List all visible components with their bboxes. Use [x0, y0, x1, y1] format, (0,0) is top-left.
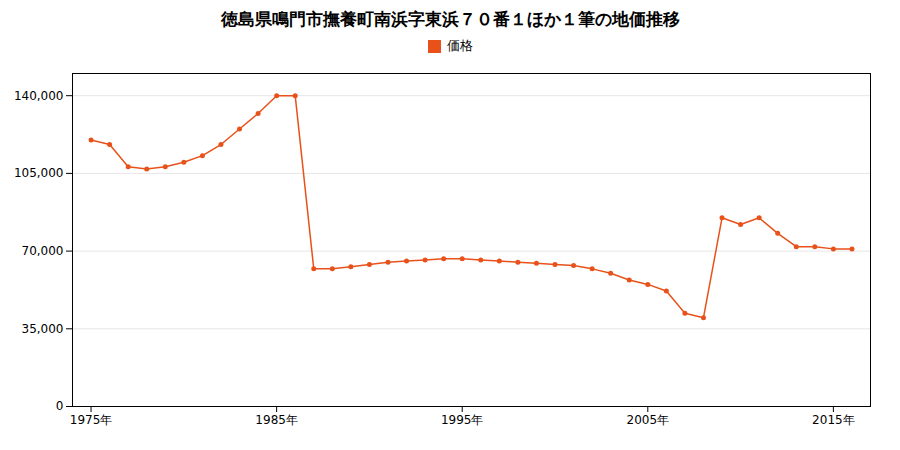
svg-text:0: 0: [56, 399, 64, 413]
svg-text:1995年: 1995年: [441, 413, 484, 427]
svg-text:2005年: 2005年: [627, 413, 670, 427]
svg-text:1985年: 1985年: [255, 413, 298, 427]
html-text:価格: 価格: [446, 38, 473, 53]
svg-text:105,000: 105,000: [14, 166, 64, 180]
svg-text:35,000: 35,000: [22, 322, 64, 336]
html-text:徳島県鳴門市撫養町南浜字東浜７０番１ほか１筆の地価推移: 徳島県鳴門市撫養町南浜字東浜７０番１ほか１筆の地価推移: [220, 9, 680, 29]
svg-text:140,000: 140,000: [14, 89, 64, 103]
svg-text:1975年: 1975年: [70, 413, 113, 427]
svg-text:70,000: 70,000: [22, 244, 64, 258]
svg-text:2015年: 2015年: [812, 413, 855, 427]
